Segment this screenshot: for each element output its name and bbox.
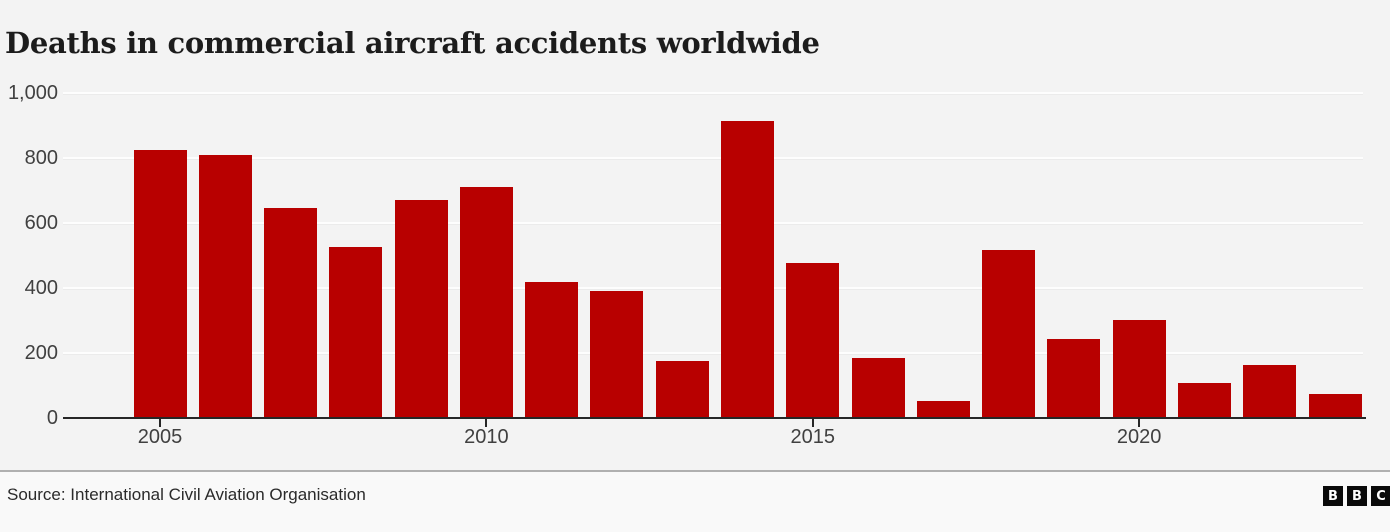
x-tick-2005 bbox=[159, 419, 161, 427]
bbc-logo: B B C bbox=[1323, 486, 1390, 506]
bar-2013 bbox=[655, 360, 709, 417]
footer-divider bbox=[0, 470, 1390, 472]
bar-2016 bbox=[851, 357, 905, 417]
bar-2008 bbox=[329, 247, 383, 417]
bar-2021 bbox=[1177, 383, 1231, 417]
bbc-logo-block-b1: B bbox=[1323, 486, 1343, 506]
x-axis-label-2005: 2005 bbox=[137, 426, 183, 448]
x-tick-2015 bbox=[811, 419, 814, 427]
bar-2011 bbox=[525, 282, 579, 417]
x-axis-label-2010: 2010 bbox=[464, 426, 509, 448]
source-text: Source: International Civil Aviation Org… bbox=[7, 485, 366, 504]
bar-2015 bbox=[786, 262, 840, 417]
bbc-logo-block-b2: B bbox=[1347, 486, 1367, 506]
bar-2005 bbox=[133, 149, 187, 417]
y-axis-label-0: 0 bbox=[46, 407, 58, 429]
bar-2014 bbox=[721, 120, 774, 417]
y-axis-label-800: 800 bbox=[24, 147, 58, 169]
x-axis-label-2020: 2020 bbox=[1116, 426, 1162, 448]
bar-2017 bbox=[916, 400, 970, 417]
y-axis-label-200: 200 bbox=[24, 342, 58, 364]
y-axis-label-600: 600 bbox=[24, 212, 58, 234]
bar-2010 bbox=[459, 187, 513, 417]
bar-2009 bbox=[394, 200, 448, 417]
gridline-800 bbox=[63, 157, 1363, 159]
bar-2022 bbox=[1243, 365, 1297, 417]
bbc-logo-block-c: C bbox=[1371, 486, 1390, 506]
y-axis-label-1000: 1,000 bbox=[7, 82, 58, 104]
bar-2020 bbox=[1112, 319, 1166, 417]
gridline-1000 bbox=[63, 92, 1363, 94]
bar-2019 bbox=[1047, 339, 1101, 417]
x-tick-2010 bbox=[485, 419, 488, 427]
gridline-600 bbox=[63, 222, 1363, 224]
bar-chart-plot: 0 200 400 600 800 1,000 2005 2010 2015 2020 bbox=[8, 82, 1366, 448]
bar-2018 bbox=[982, 249, 1036, 417]
footer: Source: International Civil Aviation Org… bbox=[0, 472, 1390, 532]
bar-2012 bbox=[590, 290, 644, 417]
gridline-200 bbox=[63, 352, 1363, 354]
y-axis-label-400: 400 bbox=[24, 277, 58, 299]
x-axis-label-2015: 2015 bbox=[790, 426, 836, 448]
chart-title: Deaths in commercial aircraft accidents … bbox=[5, 26, 820, 60]
bar-2007 bbox=[264, 208, 318, 417]
bar-2006 bbox=[198, 155, 252, 417]
gridline-400 bbox=[63, 287, 1363, 289]
x-tick-2020 bbox=[1138, 419, 1141, 427]
bar-2023 bbox=[1308, 393, 1362, 417]
x-axis-line bbox=[63, 417, 1366, 419]
